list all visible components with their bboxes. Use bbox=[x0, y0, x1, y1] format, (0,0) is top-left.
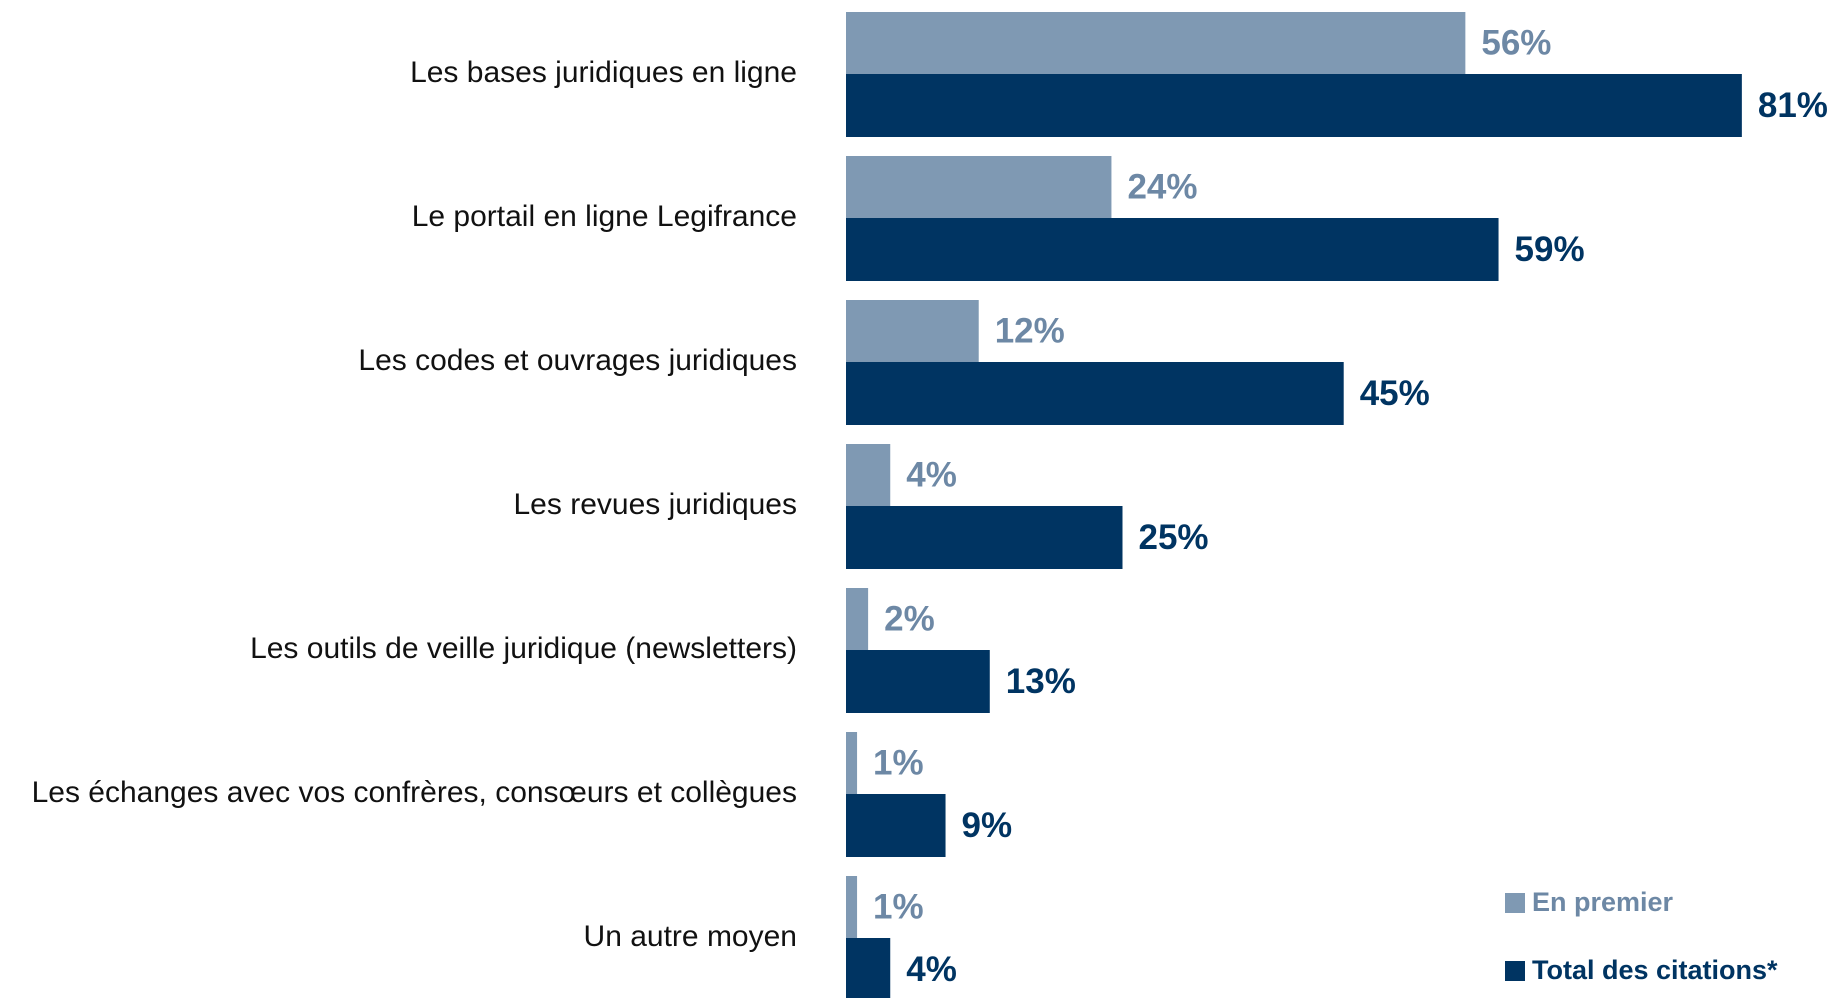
value-label: 45% bbox=[1360, 374, 1430, 413]
bar bbox=[846, 362, 1344, 425]
value-label: 12% bbox=[995, 311, 1065, 350]
value-label: 1% bbox=[873, 743, 924, 782]
bar bbox=[846, 300, 979, 362]
category-label: Les revues juridiques bbox=[514, 488, 798, 521]
legend-swatch bbox=[1505, 961, 1525, 981]
value-label: 4% bbox=[906, 950, 957, 989]
value-label: 9% bbox=[962, 806, 1013, 845]
value-label: 4% bbox=[906, 455, 957, 494]
category-label: Les outils de veille juridique (newslett… bbox=[250, 632, 797, 665]
bar bbox=[846, 938, 891, 998]
bar bbox=[846, 218, 1499, 281]
value-label: 81% bbox=[1758, 86, 1828, 125]
category-label: Les échanges avec vos confrères, consœur… bbox=[32, 776, 797, 809]
bar bbox=[846, 650, 990, 713]
value-label: 56% bbox=[1481, 23, 1551, 62]
bar bbox=[846, 12, 1466, 74]
bar bbox=[846, 876, 858, 938]
bar bbox=[846, 588, 869, 650]
bar bbox=[846, 506, 1123, 569]
legend-swatch bbox=[1505, 893, 1525, 913]
bar bbox=[846, 794, 946, 857]
category-label: Le portail en ligne Legifrance bbox=[412, 200, 797, 233]
legend-label: Total des citations* bbox=[1532, 955, 1778, 985]
legend-label: En premier bbox=[1532, 887, 1674, 917]
bar bbox=[846, 444, 891, 506]
category-label: Les bases juridiques en ligne bbox=[410, 56, 797, 89]
bar bbox=[846, 156, 1112, 218]
category-label: Un autre moyen bbox=[584, 920, 797, 953]
value-label: 1% bbox=[873, 887, 924, 926]
value-label: 59% bbox=[1515, 230, 1585, 269]
bar bbox=[846, 732, 858, 794]
value-label: 25% bbox=[1139, 518, 1209, 557]
bar bbox=[846, 74, 1742, 137]
value-label: 2% bbox=[884, 599, 935, 638]
category-label: Les codes et ouvrages juridiques bbox=[358, 344, 797, 377]
value-label: 24% bbox=[1127, 167, 1197, 206]
value-label: 13% bbox=[1006, 662, 1076, 701]
